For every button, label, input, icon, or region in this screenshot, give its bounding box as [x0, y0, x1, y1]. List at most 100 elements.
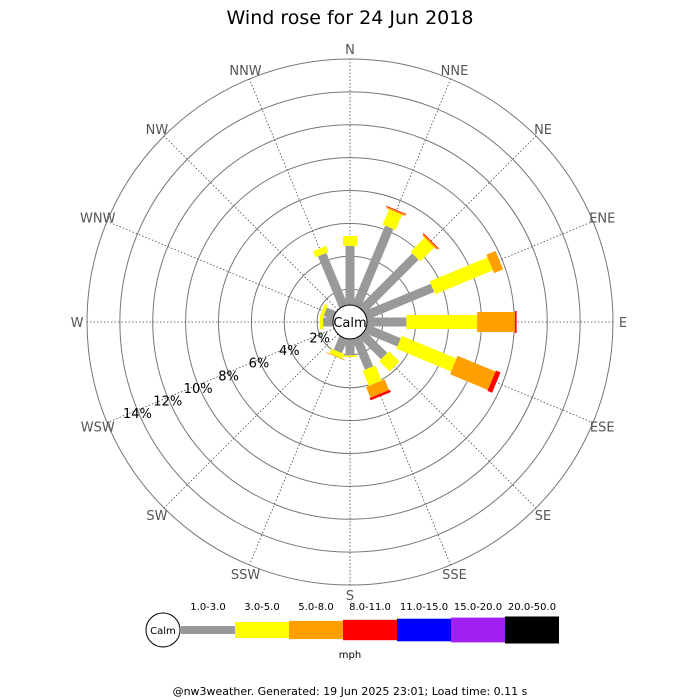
ring-label-4: 4% [279, 344, 300, 359]
bar-wnw-1.0-3.0 [323, 307, 336, 320]
spoke-nw [163, 135, 339, 311]
spoke-wsw [106, 328, 335, 424]
bar-ne-3.0-5.0 [410, 237, 435, 262]
spoke-ssw [248, 337, 344, 566]
spoke-wnw [106, 220, 335, 316]
direction-label-nne: NNE [441, 64, 469, 79]
direction-label-nw: NW [146, 123, 169, 138]
spoke-sse [356, 337, 452, 566]
bar-nnw-3.0-5.0 [313, 245, 329, 258]
spoke-se [361, 333, 537, 509]
legend-label-20.0-50.0: 20.0-50.0 [508, 602, 556, 613]
bar-w-1.0-3.0 [323, 317, 333, 327]
calm-center: Calm [332, 304, 368, 340]
legend-label-11.0-15.0: 11.0-15.0 [400, 602, 448, 613]
legend-swatch-1.0-3.0 [181, 626, 235, 634]
bar-w-3.0-5.0 [319, 315, 324, 329]
ring-label-12: 12% [153, 394, 182, 409]
grid-ring-12 [152, 124, 548, 520]
bar-sse-8.0-11.0 [369, 389, 391, 401]
bar-nnw-1.0-3.0 [317, 252, 348, 308]
direction-label-ne: NE [534, 123, 552, 138]
legend-swatch-5.0-8.0 [289, 620, 343, 640]
direction-label-w: W [71, 316, 84, 331]
bar-ne-5.0-8.0 [422, 234, 438, 250]
legend-label-1.0-3.0: 1.0-3.0 [190, 602, 225, 613]
chart-title: Wind rose for 24 Jun 2018 [227, 7, 474, 29]
spoke-nne [356, 78, 452, 307]
grid-ring-14 [119, 91, 581, 553]
bar-ese-5.0-8.0 [450, 355, 496, 390]
spoke-ne [361, 135, 537, 311]
bar-s-3.0-5.0 [343, 355, 357, 358]
bar-nne-1.0-3.0 [352, 225, 394, 308]
direction-label-ese: ESE [590, 420, 615, 435]
direction-label-ene: ENE [589, 212, 615, 227]
bar-ese-3.0-5.0 [396, 335, 457, 372]
wind-bars [313, 205, 517, 401]
legend-units: mph [339, 650, 361, 661]
spoke-nnw [248, 78, 344, 307]
direction-label-sw: SW [146, 509, 167, 524]
legend-label-8.0-11.0: 8.0-11.0 [349, 602, 391, 613]
bar-ene-3.0-5.0 [429, 257, 493, 295]
bar-ne-1.0-3.0 [358, 253, 419, 314]
bar-ese-1.0-3.0 [364, 324, 401, 347]
legend-swatch-15.0-20.0 [451, 617, 505, 643]
direction-label-se: SE [535, 509, 551, 524]
bar-wnw-3.0-5.0 [319, 304, 328, 319]
bar-e-1.0-3.0 [367, 317, 407, 327]
ring-label-6: 6% [249, 357, 270, 372]
calm-circle [332, 304, 368, 340]
bar-se-3.0-5.0 [379, 351, 400, 372]
legend-label-15.0-20.0: 15.0-20.0 [454, 602, 502, 613]
ring-label-10: 10% [184, 382, 213, 397]
legend-label-3.0-5.0: 3.0-5.0 [244, 602, 279, 613]
speed-legend: Calm 1.0-3.0 3.0-5.0 5.0-8.0 8.0-11.0 11.0-1… [145, 602, 559, 661]
legend-swatch-11.0-15.0 [397, 618, 451, 642]
legend-label-5.0-8.0: 5.0-8.0 [298, 602, 333, 613]
direction-label-ssw: SSW [231, 568, 261, 583]
direction-label-e: E [619, 316, 627, 331]
bar-e-3.0-5.0 [406, 315, 478, 329]
legend-calm-label: Calm [150, 626, 176, 637]
calm-label: Calm [333, 316, 366, 331]
bar-sse-3.0-5.0 [362, 365, 382, 386]
bar-ene-5.0-8.0 [486, 250, 504, 274]
bar-n-3.0-5.0 [343, 236, 357, 246]
direction-labels: N NNE NE ENE E ESE SE SSE S SSW SW WSW W WNW NW NNW [71, 43, 628, 604]
legend-swatch-8.0-11.0 [343, 619, 397, 641]
bar-n-1.0-3.0 [345, 245, 355, 305]
bar-sse-1.0-3.0 [352, 336, 374, 370]
bar-sse-5.0-8.0 [366, 379, 389, 398]
direction-label-wnw: WNW [80, 212, 116, 227]
bar-ene-1.0-3.0 [364, 283, 435, 320]
ring-labels: 2% 4% 6% 8% 10%12%14% [123, 332, 330, 422]
legend-swatch-3.0-5.0 [235, 622, 289, 638]
direction-label-sse: SSE [442, 568, 467, 583]
bar-nne-8.0-11.0 [386, 205, 407, 215]
direction-label-wsw: WSW [81, 420, 115, 435]
bar-se-1.0-3.0 [358, 330, 388, 360]
bar-nne-3.0-5.0 [382, 209, 402, 230]
direction-label-n: N [345, 43, 355, 58]
legend-calm-circle [145, 612, 181, 648]
bar-e-8.0-11.0 [514, 311, 517, 333]
bar-e-5.0-8.0 [477, 312, 515, 332]
bar-ne-8.0-11.0 [422, 233, 439, 250]
bar-nne-5.0-8.0 [386, 206, 406, 216]
legend-swatch-20.0-50.0 [505, 616, 559, 644]
bar-ssw-1.0-3.0 [333, 336, 348, 354]
bar-ssw-3.0-5.0 [329, 348, 345, 359]
footer-text: @nw3weather. Generated: 19 Jun 2025 23:0… [173, 685, 528, 698]
direction-label-nnw: NNW [229, 64, 261, 79]
direction-label-s: S [346, 589, 354, 604]
bar-ssw-5.0-8.0 [326, 352, 346, 361]
bar-s-1.0-3.0 [345, 339, 355, 356]
ring-label-8: 8% [218, 369, 239, 384]
bar-ese-8.0-11.0 [487, 370, 501, 393]
ring-label-14: 14% [123, 407, 152, 422]
spoke-sw [163, 333, 339, 509]
ring-label-2: 2% [309, 332, 330, 347]
